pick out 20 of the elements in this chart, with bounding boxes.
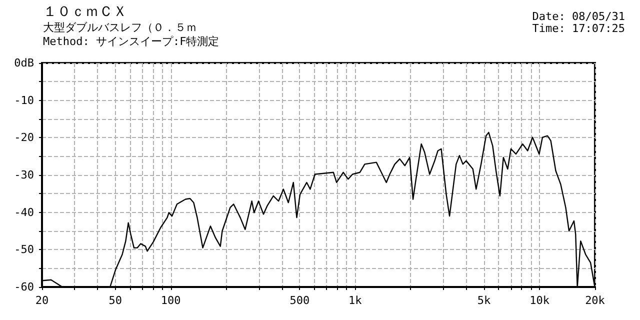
y-tick-label: -10 (14, 94, 34, 107)
y-tick-label: -50 (14, 243, 34, 256)
x-tick-label: 500 (290, 294, 310, 307)
x-tick-label: 20k (585, 294, 606, 307)
x-tick-label: 5k (477, 294, 492, 307)
y-tick-label: -60 (14, 280, 34, 294)
text: Time: 17:07:25 (532, 22, 626, 35)
text: Date: 08/05/31 (532, 10, 626, 23)
x-tick-label: 10k (530, 294, 550, 307)
y-tick-label: -40 (14, 206, 34, 219)
y-tick-label: 0dB (14, 56, 34, 70)
x-tick-label: 20 (35, 294, 49, 307)
x-tick-label: 1k (348, 294, 362, 307)
text: Method: サインスイープ:F特測定 (43, 35, 220, 48)
y-tick-label: -30 (14, 168, 34, 182)
x-tick-label: 50 (108, 294, 122, 307)
chart-title: １０ｃｍＣＸ (43, 4, 127, 20)
x-tick-label: 100 (160, 294, 181, 307)
chart-subtitle: 大型ダブルバスレフ（０．５ｍ (43, 21, 197, 34)
y-tick-label: -20 (14, 131, 34, 144)
